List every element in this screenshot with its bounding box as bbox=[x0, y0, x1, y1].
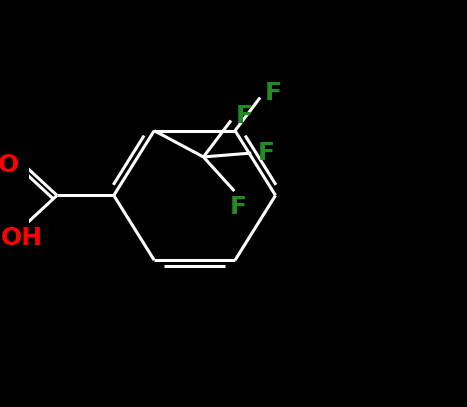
Text: O: O bbox=[0, 153, 19, 177]
Text: F: F bbox=[258, 141, 275, 165]
Text: F: F bbox=[230, 195, 247, 219]
Text: F: F bbox=[265, 81, 282, 105]
Text: OH: OH bbox=[0, 226, 43, 250]
Text: F: F bbox=[236, 105, 253, 129]
